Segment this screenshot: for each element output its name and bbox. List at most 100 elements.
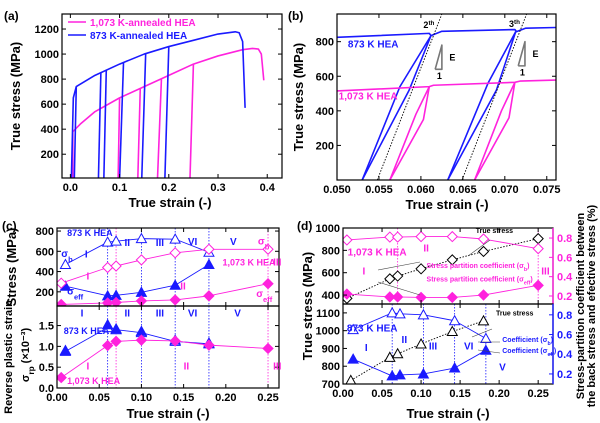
series-line — [103, 69, 108, 178]
annotation: III — [541, 266, 550, 277]
x-tick-label: 0.05 — [371, 388, 392, 400]
annotation-subscript: b — [68, 254, 73, 263]
x-tick-label: 0.15 — [173, 392, 194, 404]
series-elastic-slope-2nd — [376, 14, 443, 180]
series-line — [447, 31, 517, 180]
x-tick-label: 0.20 — [215, 392, 236, 404]
annotation: 873 K HEA — [348, 40, 399, 51]
series-873-k-unload-3 — [103, 69, 108, 178]
annotation-subscript: eff — [524, 281, 531, 287]
series-line — [361, 35, 432, 180]
annotation-text: V — [499, 363, 506, 374]
data-point-triangle — [480, 344, 492, 355]
annotation: Coefficient (σb) — [502, 337, 553, 347]
data-point-triangle — [345, 374, 357, 384]
x-tick-label: 0.25 — [257, 392, 278, 404]
series-873-k-reload-3rd — [447, 31, 517, 180]
series-line — [189, 64, 195, 178]
data-point-diamond — [446, 254, 459, 266]
annotation-text: Stress partition coefficient (σ — [427, 277, 525, 284]
annotation: III — [156, 308, 165, 319]
series-line — [473, 82, 516, 180]
data-point-diamond — [57, 371, 67, 384]
x-axis-label: True strain (-) — [126, 406, 209, 421]
series-line — [337, 32, 432, 39]
series-line — [140, 53, 147, 178]
y-right-axis-label-text: Stress-partition coefficient between — [575, 213, 587, 400]
series-873-k-flow-2 — [430, 26, 556, 37]
annotation-text: II — [423, 243, 429, 254]
annotation: III — [273, 257, 282, 268]
annotation-text: II — [125, 238, 131, 249]
x-axis-label-text: True strain (-) — [126, 406, 209, 421]
series-1-073-k-reload-2nd — [389, 86, 431, 180]
y-axis-label: True stress (MPa) — [8, 42, 23, 150]
series-1-073-k-flow — [337, 79, 556, 92]
annotation-text: σ — [67, 286, 74, 297]
data-point-diamond — [415, 263, 427, 275]
series-coefficient-b- — [347, 306, 492, 343]
subplot-d2: 0.00 0.05 0.10 0.15 0.20 0.25 700 800 900 1000 110… — [316, 303, 573, 400]
series-line — [389, 86, 431, 180]
annotation: I — [85, 249, 88, 260]
series-line — [65, 238, 210, 265]
data-point-diamond — [203, 339, 215, 351]
data-point-diamond — [477, 245, 490, 258]
x-axis-label: True strain (-) — [406, 406, 489, 421]
subplot-c2: 0.00 0.05 0.10 0.15 0.20 0.250.00.51.01.5I II I… — [3, 300, 282, 414]
x-tick-label: 0.10 — [410, 388, 431, 400]
series-line — [65, 264, 210, 297]
data-point-diamond — [135, 254, 148, 266]
data-point-diamond — [446, 291, 459, 304]
data-point-diamond — [477, 233, 490, 245]
y-right-tick-label: 0.2 — [557, 291, 572, 303]
data-point-diamond — [110, 335, 122, 348]
annotation-text: I — [87, 361, 90, 372]
annotation-text: Coefficient (σ — [502, 348, 547, 355]
series-line — [164, 46, 170, 178]
data-point-triangle — [448, 314, 461, 326]
annotation: σb — [61, 249, 73, 264]
series-1-073-k-b — [57, 243, 274, 289]
annotation-text: II — [180, 281, 186, 292]
data-point-triangle — [135, 325, 148, 336]
y-axis-label-secondary-subscript: rp — [27, 366, 36, 374]
series-873-k-unload-2 — [97, 72, 102, 178]
series-line — [376, 14, 443, 180]
x-tick-label: 0.00 — [46, 392, 67, 404]
annotation-text: II — [125, 308, 131, 319]
y-tick-label: 900 — [322, 343, 340, 355]
series-line — [461, 14, 528, 180]
annotation-text: VI — [464, 341, 474, 352]
annotation-text: III — [541, 266, 550, 277]
y-tick-label: 800 — [322, 245, 340, 257]
legend: 1,073 K-annealed HEA 873 K-annealed HEA — [68, 18, 196, 42]
data-point-triangle — [135, 232, 148, 244]
data-point-diamond — [391, 291, 404, 303]
data-point-diamond — [446, 230, 459, 243]
x-tick-label: 0.15 — [449, 388, 470, 400]
series-line — [352, 349, 487, 377]
y-axis-label-secondary-text: σ — [20, 374, 32, 382]
data-point-diamond — [415, 230, 427, 243]
series-line — [350, 320, 484, 381]
data-point-diamond — [262, 342, 274, 355]
data-point-triangle — [477, 314, 490, 326]
annotation: II — [125, 308, 131, 319]
annotation: III — [273, 361, 282, 372]
annotation: I — [87, 272, 90, 283]
series-1-073-k-unload-2nd — [389, 86, 431, 180]
plot-area — [57, 318, 274, 384]
annotation: σeff — [256, 289, 273, 304]
annotation-text: Coefficient (σ — [502, 337, 547, 344]
annotation-text: III — [273, 257, 282, 268]
data-point-triangle — [110, 322, 122, 334]
annotation: E — [533, 49, 539, 59]
annotation-suffix: ) — [551, 337, 553, 344]
y-right-tick-label: 0.8 — [557, 233, 572, 245]
annotation: True stress — [496, 311, 533, 318]
y-tick-label: 1200 — [35, 24, 59, 36]
series-line — [434, 44, 443, 71]
annotation-text: σ — [258, 237, 265, 248]
